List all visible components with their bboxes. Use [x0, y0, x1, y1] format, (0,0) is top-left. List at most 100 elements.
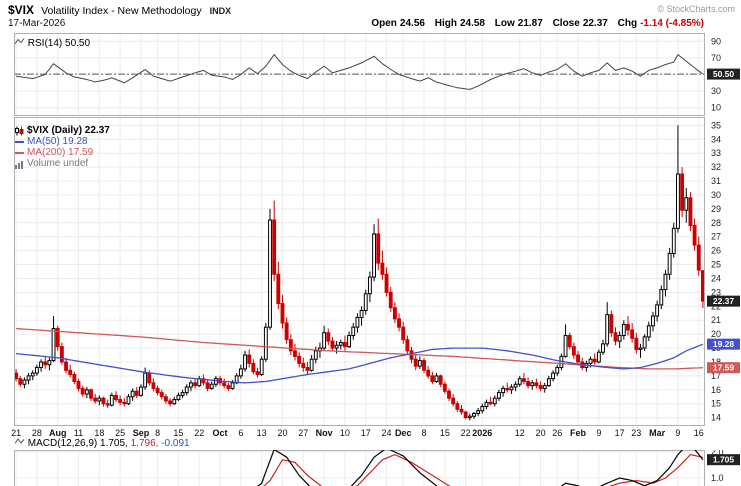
svg-text:90: 90	[711, 36, 721, 46]
macd-hist-value: -0.091	[161, 438, 190, 449]
svg-text:17.59: 17.59	[713, 363, 735, 373]
line-chart-icon	[15, 37, 25, 46]
svg-text:21: 21	[11, 428, 21, 438]
exchange: INDX	[209, 6, 232, 16]
svg-text:31: 31	[711, 176, 721, 186]
svg-text:Nov: Nov	[316, 428, 333, 438]
svg-text:2026: 2026	[472, 428, 492, 438]
svg-text:16: 16	[711, 385, 721, 395]
high-value: 24.58	[459, 18, 485, 29]
svg-text:30: 30	[711, 86, 721, 96]
low-value: 21.87	[517, 18, 543, 29]
svg-text:21: 21	[711, 315, 721, 325]
volume-bars-icon	[15, 160, 24, 169]
chg-label: Chg	[617, 18, 638, 29]
svg-text:Aug: Aug	[49, 428, 67, 438]
open-label: Open	[371, 18, 397, 29]
index-name: Volatility Index - New Methodology	[41, 5, 202, 17]
ma200-line-icon	[15, 152, 24, 154]
svg-text:23: 23	[711, 287, 721, 297]
rsi-legend: RSI(14) 50.50	[15, 37, 90, 49]
svg-text:30: 30	[711, 190, 721, 200]
close-value: 22.37	[582, 18, 608, 29]
svg-text:50.50: 50.50	[713, 69, 735, 79]
svg-text:22: 22	[194, 428, 204, 438]
svg-text:34: 34	[711, 134, 721, 144]
macd-panel-plot: 2.0 1.0 1.705	[14, 450, 740, 486]
svg-text:6: 6	[238, 428, 243, 438]
svg-text:14: 14	[711, 413, 721, 423]
macd-legend-name: MACD(12,26,9)	[27, 438, 98, 449]
svg-text:18: 18	[94, 428, 104, 438]
svg-text:9: 9	[596, 428, 601, 438]
macd-signal-value: 1.796,	[130, 438, 159, 449]
svg-text:26: 26	[711, 246, 721, 256]
open-value: 24.56	[399, 18, 425, 29]
ma50-line-icon	[15, 141, 24, 143]
svg-text:Mar: Mar	[649, 428, 666, 438]
svg-text:20: 20	[536, 428, 546, 438]
svg-text:20: 20	[277, 428, 287, 438]
svg-text:29: 29	[711, 204, 721, 214]
svg-text:19.28: 19.28	[713, 339, 735, 349]
svg-text:17: 17	[361, 428, 371, 438]
svg-text:8: 8	[155, 428, 160, 438]
volume-legend-label: Volume undef	[27, 158, 89, 169]
svg-text:8: 8	[422, 428, 427, 438]
svg-text:27: 27	[711, 232, 721, 242]
svg-text:24: 24	[382, 428, 392, 438]
candlestick-icon	[15, 126, 24, 136]
svg-text:16: 16	[694, 428, 704, 438]
svg-text:17: 17	[615, 428, 625, 438]
svg-text:28: 28	[711, 218, 721, 228]
svg-text:22.37: 22.37	[713, 296, 735, 306]
svg-text:15: 15	[173, 428, 183, 438]
svg-text:Oct: Oct	[213, 428, 228, 438]
svg-text:23: 23	[631, 428, 641, 438]
svg-text:13: 13	[257, 428, 267, 438]
svg-text:Sep: Sep	[133, 428, 150, 438]
svg-text:25: 25	[115, 428, 125, 438]
svg-text:28: 28	[32, 428, 42, 438]
chg-value: -1.14 (-4.85%)	[640, 18, 704, 29]
svg-text:15: 15	[711, 399, 721, 409]
ma200-legend-label: MA(200) 17.59	[27, 147, 94, 158]
svg-text:27: 27	[298, 428, 308, 438]
rsi-legend-label: RSI(14) 50.50	[27, 38, 91, 49]
low-label: Low	[494, 18, 515, 29]
chart-header: $VIX Volatility Index - New Methodology …	[8, 3, 231, 17]
svg-text:11: 11	[74, 428, 83, 438]
svg-text:33: 33	[711, 148, 721, 158]
x-axis-labels: 21 28 Aug 11 18 25 Sep 8 15 22 Oct 6 13 20 27 Nov 10 17 24…	[11, 428, 704, 438]
main-legend-symbol: $VIX (Daily) 22.37	[27, 125, 110, 136]
svg-text:20: 20	[711, 329, 721, 339]
macd-legend: MACD(12,26,9) 1.705, 1.796, -0.091	[15, 437, 190, 449]
svg-text:10: 10	[711, 103, 721, 113]
svg-text:26: 26	[552, 428, 562, 438]
chart-date: 17-Mar-2026	[8, 18, 66, 29]
svg-text:32: 32	[711, 162, 721, 172]
svg-text:Dec: Dec	[395, 428, 412, 438]
svg-text:1.0: 1.0	[711, 473, 724, 483]
macd-icon	[15, 437, 25, 446]
ma50-legend-label: MA(50) 19.28	[27, 136, 88, 147]
svg-text:12: 12	[515, 428, 525, 438]
rsi-panel-plot: 90 70 30 10 50.50	[14, 33, 740, 116]
svg-text:35: 35	[711, 120, 721, 130]
svg-text:17: 17	[711, 371, 721, 381]
svg-text:9: 9	[675, 428, 680, 438]
svg-text:18: 18	[711, 357, 721, 367]
svg-text:25: 25	[711, 260, 721, 270]
svg-text:2.0: 2.0	[711, 450, 724, 457]
close-label: Close	[552, 18, 580, 29]
svg-text:1.705: 1.705	[713, 455, 735, 465]
macd-line-value: 1.705,	[100, 438, 128, 449]
svg-text:24: 24	[711, 273, 721, 283]
high-label: High	[434, 18, 457, 29]
price-panel-plot: 1415161718192021222324252627282930313233…	[14, 117, 740, 426]
svg-text:Feb: Feb	[570, 428, 587, 438]
ohlc-readout: Open 24.56 High 24.58 Low 21.87 Close 22.37 …	[371, 18, 704, 29]
main-legend: $VIX (Daily) 22.37 MA(50) 19.28 MA(200) …	[15, 126, 110, 170]
symbol: $VIX	[8, 3, 35, 17]
